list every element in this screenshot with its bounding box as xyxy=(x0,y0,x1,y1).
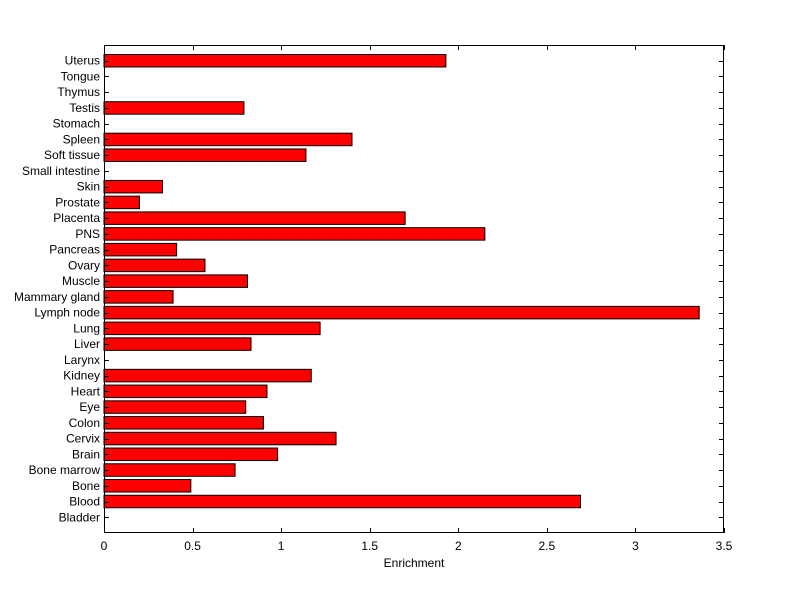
y-tick-label: Uterus xyxy=(65,54,100,68)
bar-brain xyxy=(103,447,279,462)
y-tick-label: Prostate xyxy=(55,195,100,209)
y-tick-label: Placenta xyxy=(53,211,100,225)
y-tick-label: Spleen xyxy=(63,132,100,146)
bar-kidney xyxy=(103,368,312,383)
y-tick-label: Bone marrow xyxy=(29,463,101,477)
y-tick-label: Skin xyxy=(77,180,100,194)
bar-liver xyxy=(103,337,252,351)
y-tick-label: Bladder xyxy=(59,510,100,524)
bar-spleen xyxy=(103,132,353,147)
bar-muscle xyxy=(103,274,248,288)
bar-lymph-node xyxy=(103,305,700,320)
bar-prostate xyxy=(103,195,140,210)
bar-lung xyxy=(103,321,321,336)
y-tick-label: Small intestine xyxy=(22,164,100,178)
y-tick-label: PNS xyxy=(75,227,100,241)
x-tick-label: 2.5 xyxy=(539,539,556,553)
y-tick-label: Mammary gland xyxy=(14,290,100,304)
bar-blood xyxy=(103,494,582,509)
y-tick-label: Colon xyxy=(69,416,100,430)
x-tick-labels: 0 0.5 1 1.5 2 2.5 3 3.5 xyxy=(101,539,733,553)
plot-frame xyxy=(104,45,724,533)
bar-bone-marrow xyxy=(103,463,236,477)
y-tick-label: Testis xyxy=(69,101,100,115)
bar-uterus xyxy=(103,53,447,68)
y-tick-label: Stomach xyxy=(53,117,100,131)
bar-pancreas xyxy=(103,242,178,257)
bar-testis xyxy=(103,101,245,115)
bar-pns xyxy=(103,227,486,241)
y-tick-label: Kidney xyxy=(63,369,100,383)
y-tick-label: Thymus xyxy=(57,85,100,99)
y-tick-label: Larynx xyxy=(64,353,100,367)
bar-placenta xyxy=(103,211,406,225)
bar-skin xyxy=(103,179,163,194)
x-tick-label: 0 xyxy=(101,539,108,553)
bar-mammary-gland xyxy=(103,290,174,304)
x-tick-label: 3.5 xyxy=(716,539,733,553)
y-tick-label: Cervix xyxy=(66,432,100,446)
bar-eye xyxy=(103,400,247,414)
bar-soft-tissue xyxy=(103,148,307,162)
x-tick-label: 2 xyxy=(455,539,462,553)
y-tick-label: Eye xyxy=(79,400,100,414)
x-tick-label: 1 xyxy=(278,539,285,553)
y-tick-label: Lymph node xyxy=(34,306,100,320)
bar-colon xyxy=(103,416,264,430)
y-tick-label: Ovary xyxy=(68,258,100,272)
x-tick-label: 1.5 xyxy=(361,539,378,553)
y-tick-label: Tongue xyxy=(61,69,101,83)
bar-heart xyxy=(103,384,268,399)
y-tick-label: Pancreas xyxy=(49,243,100,257)
y-tick-label: Muscle xyxy=(62,274,100,288)
bar-bone xyxy=(103,479,192,493)
y-tick-label: Heart xyxy=(71,384,101,398)
bar-ovary xyxy=(103,258,206,273)
x-tick-label: 3 xyxy=(632,539,639,553)
y-tick-label: Liver xyxy=(74,337,100,351)
y-tick-label: Soft tissue xyxy=(44,148,100,162)
x-tick-label: 0.5 xyxy=(184,539,201,553)
bar-cervix xyxy=(103,431,337,446)
y-tick-label: Bone xyxy=(72,479,100,493)
y-tick-label: Brain xyxy=(72,447,100,461)
x-axis-title: Enrichment xyxy=(384,556,445,570)
y-tick-label: Lung xyxy=(73,321,100,335)
y-tick-label: Blood xyxy=(69,495,100,509)
